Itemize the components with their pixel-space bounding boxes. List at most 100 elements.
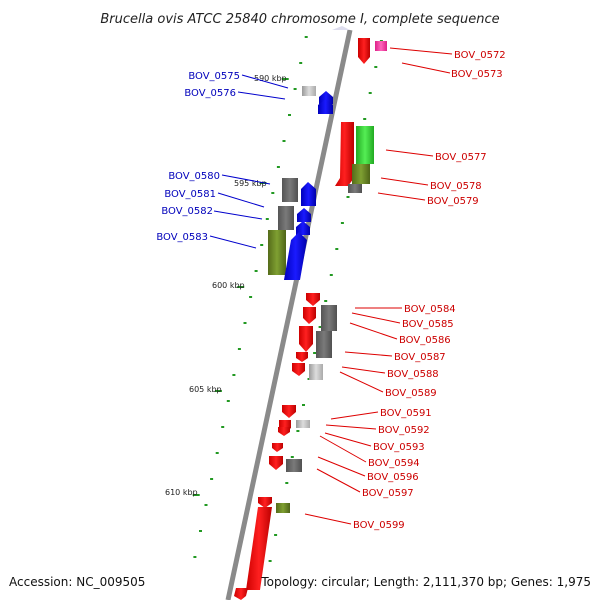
label-bov-0594[interactable]: BOV_0594: [368, 458, 420, 469]
gene-bov-0572-red[interactable]: [358, 38, 370, 64]
ruler-minor-tick: [226, 400, 230, 402]
ruler-minor-tick: [340, 222, 344, 224]
gene-bov-0599[interactable]: [276, 503, 290, 513]
gene-bov-0585[interactable]: [321, 305, 337, 331]
ruler-minor-tick: [318, 326, 322, 328]
label-bov-0588[interactable]: BOV_0588: [387, 369, 439, 380]
ruler-minor-tick: [329, 274, 333, 276]
accession-text: Accession: NC_009505: [9, 575, 145, 589]
label-bov-0580[interactable]: BOV_0580: [168, 171, 220, 182]
genome-backbone: [225, 29, 353, 600]
gene-bov-0575[interactable]: [302, 86, 316, 96]
label-bov-0599[interactable]: BOV_0599: [353, 520, 405, 531]
ruler-labels: 590 kbp 595 kbp 600 kbp 605 kbp 610 kbp: [165, 74, 287, 497]
gene-bov-0581[interactable]: [297, 208, 311, 222]
gene-bov-0589[interactable]: [309, 364, 323, 380]
gene-bov-0572[interactable]: [375, 41, 387, 51]
ruler-minor-tick: [296, 430, 300, 432]
gene-bov-0581c[interactable]: [296, 221, 310, 235]
gene-bottom-red[interactable]: [234, 588, 248, 600]
ruler-minor-tick: [285, 482, 289, 484]
label-bov-0579[interactable]: BOV_0579: [427, 196, 479, 207]
gene-bov-0576[interactable]: [319, 91, 333, 104]
gene-bov-0597[interactable]: [269, 456, 283, 470]
label-bov-0589[interactable]: BOV_0589: [385, 388, 437, 399]
ruler-minor-tick: [282, 140, 286, 142]
map-title: Brucella ovis ATCC 25840 chromosome I, c…: [100, 12, 499, 27]
gene-bov-0579[interactable]: [348, 184, 362, 193]
label-bov-0583[interactable]: BOV_0583: [156, 232, 208, 243]
ruler-minor-tick: [274, 534, 278, 536]
label-bov-0578[interactable]: BOV_0578: [430, 181, 482, 192]
ruler-minor-tick: [204, 504, 208, 506]
gene-bov-0584b[interactable]: [303, 307, 316, 324]
gene-bov-0596-red[interactable]: [272, 443, 283, 452]
topology-text: Topology: circular; Length: 2,111,370 bp…: [260, 575, 591, 589]
ruler-minor-tick: [249, 296, 253, 298]
ruler-major-tick: [192, 494, 200, 496]
gene-bov-0586[interactable]: [316, 331, 332, 358]
gene-bov-0592[interactable]: [296, 420, 310, 428]
label-bov-0591[interactable]: BOV_0591: [380, 408, 432, 419]
ruler-minor-tick: [324, 300, 328, 302]
ruler-minor-tick: [374, 66, 378, 68]
ruler-major-tick: [237, 286, 245, 288]
label-bov-0596[interactable]: BOV_0596: [367, 472, 419, 483]
minus-strand-labels: BOV_0575 BOV_0576 BOV_0580 BOV_0581 BOV_…: [156, 71, 240, 243]
label-bov-0584[interactable]: BOV_0584: [404, 304, 456, 315]
ruler-minor-tick: [260, 244, 264, 246]
gene-bov-0591[interactable]: [282, 405, 296, 418]
gene-bov-0583[interactable]: [268, 230, 286, 275]
ruler-minor-tick: [293, 88, 297, 90]
gene-bov-0599-red-small[interactable]: [258, 497, 272, 508]
gene-bov-0596[interactable]: [286, 459, 302, 472]
plus-strand-labels: BOV_0572 BOV_0573 BOV_0577 BOV_0578 BOV_…: [353, 50, 506, 531]
label-bov-0573[interactable]: BOV_0573: [451, 69, 503, 80]
gene-bov-0581-blue[interactable]: [301, 182, 316, 206]
gene-bov-0583-blue[interactable]: [284, 232, 307, 280]
ruler-minor-tick: [313, 352, 317, 354]
ruler-label-605: 605 kbp: [189, 385, 222, 394]
label-bov-0587[interactable]: BOV_0587: [394, 352, 446, 363]
ruler-minor-tick: [304, 36, 308, 38]
ruler-minor-tick: [265, 218, 269, 220]
gene-bov-0578[interactable]: [352, 164, 370, 184]
ruler-minor-tick: [243, 322, 247, 324]
label-bov-0585[interactable]: BOV_0585: [402, 319, 454, 330]
gene-bov-0587[interactable]: [296, 352, 308, 362]
ruler-label-595: 595 kbp: [234, 179, 267, 188]
gene-bov-0582[interactable]: [278, 206, 294, 230]
ruler-minor-tick: [290, 456, 294, 458]
ruler-label-590: 590 kbp: [254, 74, 287, 83]
label-bov-0581[interactable]: BOV_0581: [164, 189, 216, 200]
ruler-minor-tick: [232, 374, 236, 376]
gene-long-red[interactable]: [246, 507, 272, 590]
gene-bov-0577-red[interactable]: [335, 122, 354, 186]
ruler-minor-tick: [268, 560, 272, 562]
label-bov-0582[interactable]: BOV_0582: [161, 206, 213, 217]
gene-bov-0576b[interactable]: [318, 99, 333, 114]
gene-bov-0586-red[interactable]: [299, 326, 313, 352]
label-bov-0572[interactable]: BOV_0572: [454, 50, 506, 61]
gene-bov-0588[interactable]: [292, 363, 305, 376]
gene-bov-0577[interactable]: [356, 126, 374, 164]
ruler-minor-tick: [346, 196, 350, 198]
gene-bov-0584[interactable]: [306, 293, 320, 306]
label-bov-0597[interactable]: BOV_0597: [362, 488, 414, 499]
gene-bov-0594[interactable]: [278, 427, 290, 436]
label-bov-0592[interactable]: BOV_0592: [378, 425, 430, 436]
label-bov-0575[interactable]: BOV_0575: [188, 71, 240, 82]
ruler-ticks: [192, 36, 383, 562]
ruler-minor-tick: [363, 118, 367, 120]
gene-bov-0580[interactable]: [282, 178, 298, 202]
label-bov-0577[interactable]: BOV_0577: [435, 152, 487, 163]
label-bov-0586[interactable]: BOV_0586: [399, 335, 451, 346]
backbone-top-marker: [332, 26, 350, 30]
ruler-minor-tick: [237, 348, 241, 350]
ruler-minor-tick: [193, 556, 197, 558]
label-bov-0593[interactable]: BOV_0593: [373, 442, 425, 453]
label-bov-0576[interactable]: BOV_0576: [184, 88, 236, 99]
ruler-major-tick: [281, 78, 289, 80]
ruler-minor-tick: [368, 92, 372, 94]
